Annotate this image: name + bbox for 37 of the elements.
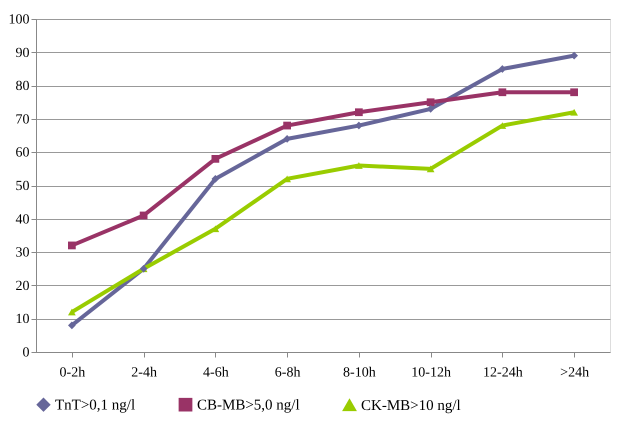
point [426,98,434,106]
x-tick-label: 4-6h [203,366,229,380]
point [355,162,363,169]
legend-label: CB-MB>5,0 ng/l [197,398,300,414]
y-tick-label: 100 [8,12,30,28]
x-tick-label: >24h [560,366,590,380]
x-tick-label: 10-12h [411,366,451,380]
legend-label: CK-MB>10 ng/l [361,398,461,414]
y-tick-label: 0 [22,346,30,360]
point [68,321,76,330]
y-tick-label: 80 [16,79,30,94]
point [498,88,506,96]
y-tick-label: 50 [16,179,30,194]
point [140,212,148,220]
point [426,105,434,113]
x-tick-label: 6-8h [274,366,300,380]
point [283,122,291,130]
y-tick-label: 40 [16,212,30,228]
point [212,154,220,163]
y-tick-label: 30 [16,246,30,261]
point [570,108,578,116]
point [68,242,76,250]
point [570,88,578,96]
x-tick-label: 12-24h [483,366,523,380]
legend-label: TnT>0,1 ng/l [55,398,136,414]
point [426,165,434,172]
y-tick-label: 90 [16,46,30,61]
x-tick-label: 8-10h [343,366,376,380]
point [68,308,76,316]
y-tick-label: 60 [16,146,30,161]
x-tick-label: 0-2h [60,366,86,380]
y-tick-label: 70 [16,112,30,128]
x-tick-label: 2-4h [131,366,157,380]
y-tick-label: 10 [16,312,30,328]
point [212,174,220,183]
point [355,108,363,116]
y-tick-label: 20 [16,278,30,294]
